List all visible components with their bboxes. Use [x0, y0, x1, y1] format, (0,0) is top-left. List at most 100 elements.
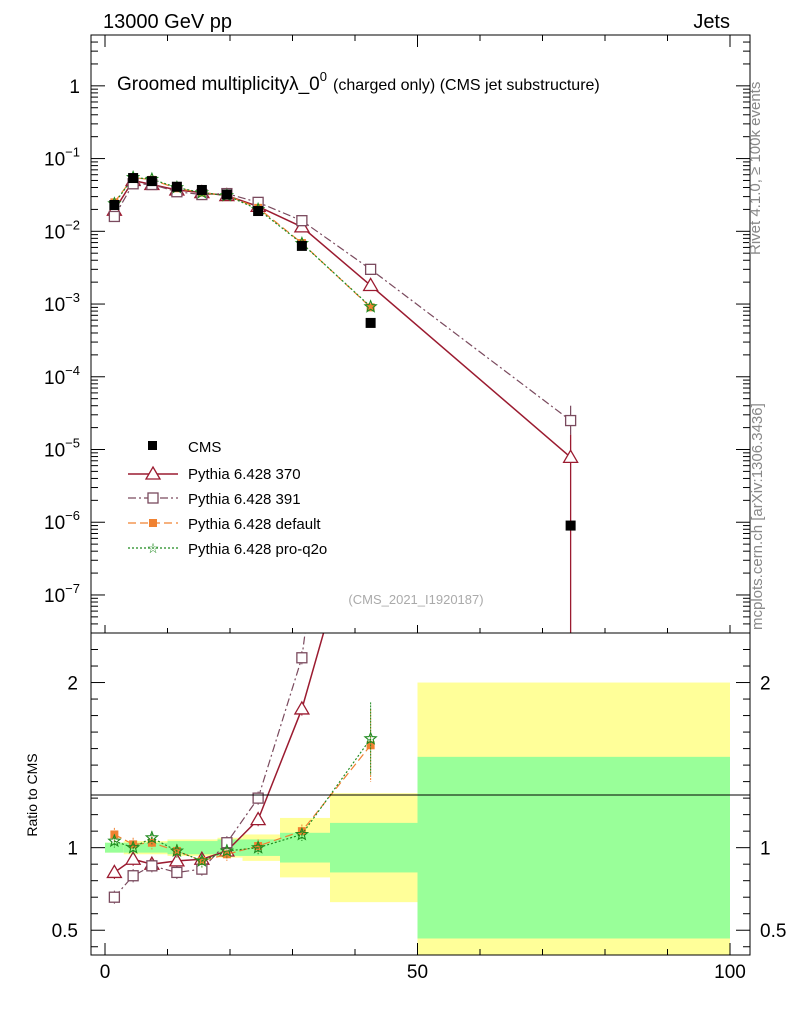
y-tick-exponent: −5	[65, 436, 80, 451]
beam-label: 13000 GeV pp	[103, 11, 232, 33]
main-point-cms-7	[296, 240, 307, 251]
ratio-point-series-0-1	[124, 850, 142, 865]
ratio-point-series-0-7	[293, 700, 311, 715]
band-inner-bin-4	[192, 841, 218, 855]
rivet-label: Rivet 4.1.0, ≥ 100k events	[747, 82, 764, 255]
legend-label-370: Pythia 6.428 370	[188, 466, 301, 483]
plot-title: Groomed multiplicityλ_00 (charged only) (…	[117, 69, 600, 95]
y-tick-label-main-4: 10−4	[44, 363, 80, 389]
main-point-series-0-9	[562, 449, 579, 464]
y-tick-label-main-6: 10−6	[44, 508, 80, 534]
legend-marker-370	[144, 465, 162, 480]
ratio-point-series-3-3	[169, 843, 185, 858]
y-tick-exponent: −4	[65, 363, 80, 378]
title-sup: 0	[320, 69, 327, 84]
x-tick-label-50: 50	[407, 962, 428, 983]
y-tick-base: 10	[44, 222, 65, 243]
ratio-tick-label-right-1: 1	[760, 839, 771, 860]
ratio-tick-label-left-1: 1	[67, 839, 78, 860]
title-tail: (charged only) (CMS jet substructure)	[333, 77, 600, 94]
ratio-line-series-2	[114, 744, 372, 862]
ratio-point-series-3-4	[194, 853, 210, 867]
main-point-cms-1	[128, 173, 139, 184]
y-tick-exponent: −7	[65, 581, 80, 596]
ratio-point-series-1-7	[296, 652, 308, 664]
y-tick-base: 10	[44, 441, 65, 462]
legend-marker-cms	[148, 441, 157, 450]
y-tick-exponent: −6	[65, 508, 80, 523]
main-point-cms-4	[196, 184, 207, 195]
legend-label-cms: CMS	[188, 439, 221, 456]
ratio-point-series-1-0	[108, 891, 121, 903]
legend-label-391: Pythia 6.428 391	[188, 491, 301, 508]
main-point-cms-0	[109, 199, 120, 210]
main-point-cms-9	[565, 520, 576, 531]
y-tick-base: 10	[44, 150, 65, 171]
main-line-series-0	[113, 179, 572, 458]
process-label: Jets	[693, 11, 730, 33]
ratio-point-series-0-0	[106, 864, 123, 879]
band-inner-bin-8	[330, 822, 418, 873]
ratio-point-series-1-2	[146, 860, 158, 872]
main-point-cms-2	[146, 176, 157, 187]
legend-label-proq2o: Pythia 6.428 pro-q2o	[188, 541, 327, 558]
main-point-cms-8	[365, 317, 376, 328]
ratio-ylabel: Ratio to CMS	[24, 753, 40, 836]
legend-marker-default	[149, 519, 157, 527]
ratio-uncertainty-bands	[105, 682, 730, 955]
x-tick-label-100: 100	[714, 962, 746, 983]
main-line-series-3	[113, 176, 372, 308]
main-point-cms-5	[221, 189, 232, 200]
main-point-series-3-8	[363, 299, 378, 313]
main-point-series-1-0	[108, 210, 121, 223]
ratio-point-series-3-2	[144, 830, 160, 844]
main-point-cms-3	[171, 181, 182, 192]
y-tick-label-main-3: 10−3	[44, 290, 80, 316]
ratio-point-series-3-1	[125, 840, 141, 854]
y-tick-label-main-1: 10−1	[44, 145, 80, 171]
main-point-series-1-9	[564, 414, 577, 427]
legend: CMS Pythia 6.428 370 Pythia 6.428 391 Py…	[128, 439, 327, 558]
ratio-tick-label-right-0.5: 0.5	[760, 921, 786, 942]
y-tick-base: 10	[44, 368, 65, 389]
main-point-series-1-8	[364, 263, 377, 275]
x-tick-label-0: 0	[100, 962, 111, 983]
main-series-layer	[106, 170, 579, 633]
ratio-point-series-1-6	[252, 792, 264, 804]
y-tick-exponent: −3	[65, 290, 80, 305]
legend-marker-proq2o: ☆	[147, 540, 160, 556]
main-line-series-1	[113, 183, 571, 422]
ratio-point-series-1-1	[127, 870, 139, 882]
axis-ticks	[91, 34, 750, 955]
analysis-watermark: (CMS_2021_I1920187)	[348, 592, 483, 607]
main-line-series-2	[113, 176, 372, 308]
ratio-tick-label-right-2: 2	[760, 674, 771, 695]
title-lambda: λ_0	[289, 74, 320, 95]
title-main: Groomed multiplicity	[117, 74, 290, 95]
main-point-series-1-7	[296, 215, 308, 227]
y-tick-label-main-5: 10−5	[44, 436, 80, 462]
ratio-tick-label-left-2: 2	[67, 674, 78, 695]
main-point-cms-6	[253, 206, 264, 217]
ratio-series-layer	[106, 633, 378, 904]
ratio-point-series-3-0	[107, 833, 122, 848]
ratio-point-series-3-6	[250, 840, 266, 854]
band-inner-bin-2	[142, 842, 168, 853]
y-tick-base: 10	[44, 295, 65, 316]
ratio-point-series-3-5	[219, 843, 235, 858]
main-point-series-2-8	[366, 303, 375, 312]
ratio-plot-frame	[90, 632, 751, 956]
y-tick-base: 10	[44, 513, 65, 534]
band-inner-bin-9	[417, 756, 730, 939]
y-tick-label-main-7: 10−7	[44, 581, 80, 607]
ratio-point-series-2-2	[147, 838, 156, 847]
y-tick-exponent: −2	[65, 217, 80, 232]
y-tick-label-main-0: 1	[69, 77, 80, 98]
y-tick-base: 10	[44, 586, 65, 607]
ratio-point-series-0-6	[249, 811, 267, 826]
y-tick-label-main-2: 10−2	[44, 217, 80, 243]
ratio-tick-label-left-0.5: 0.5	[52, 921, 78, 942]
ratio-point-series-1-3	[171, 866, 183, 879]
